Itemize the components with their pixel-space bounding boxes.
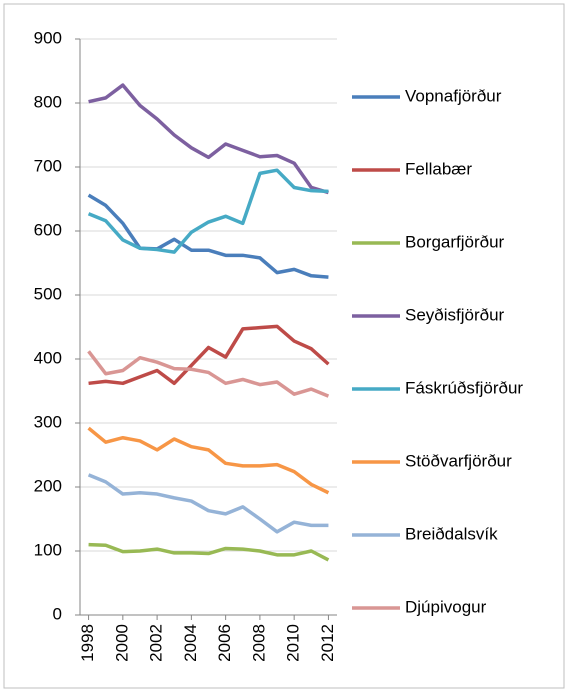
- y-tick-label: 400: [34, 348, 62, 367]
- legend-label: Borgarfjörður: [405, 232, 505, 251]
- legend-label: Djúpivogur: [405, 597, 487, 616]
- x-tick-label: 2000: [112, 624, 131, 662]
- x-tick-label: 2010: [284, 624, 303, 662]
- x-tick-label: 1998: [78, 624, 97, 662]
- legend-label: Stöðvarfjörður: [405, 451, 512, 470]
- y-tick-label: 900: [34, 28, 62, 47]
- chart-border: [3, 3, 565, 689]
- x-tick-label: 2012: [318, 624, 337, 662]
- series-line: [87, 473, 329, 534]
- y-tick-label: 600: [34, 220, 62, 239]
- series-line: [88, 83, 329, 195]
- y-tick-label: 0: [53, 604, 62, 623]
- y-tick-label: 300: [34, 412, 62, 431]
- legend-label: Seyðisfjörður: [405, 305, 505, 324]
- x-tick-label: 2002: [147, 624, 166, 662]
- series-line: [88, 542, 330, 562]
- series-line: [87, 426, 330, 495]
- y-tick-label: 700: [34, 156, 62, 175]
- y-tick-label: 200: [34, 476, 62, 495]
- x-tick-label: 2004: [181, 624, 200, 662]
- y-tick-label: 800: [34, 92, 62, 111]
- y-tick-label: 500: [34, 284, 62, 303]
- series-line: [88, 324, 330, 386]
- x-tick-label: 2006: [215, 624, 234, 662]
- legend-label: Vopnafjörður: [405, 86, 502, 105]
- legend-label: Fellabær: [405, 159, 472, 178]
- series-line: [87, 193, 329, 279]
- x-tick-label: 2008: [249, 624, 268, 662]
- series-line: [87, 168, 329, 254]
- y-tick-label: 100: [34, 540, 62, 559]
- series-line: [87, 350, 330, 398]
- legend-label: Breiðdalsvík: [405, 524, 498, 543]
- legend-label: Fáskrúðsfjörður: [405, 378, 523, 397]
